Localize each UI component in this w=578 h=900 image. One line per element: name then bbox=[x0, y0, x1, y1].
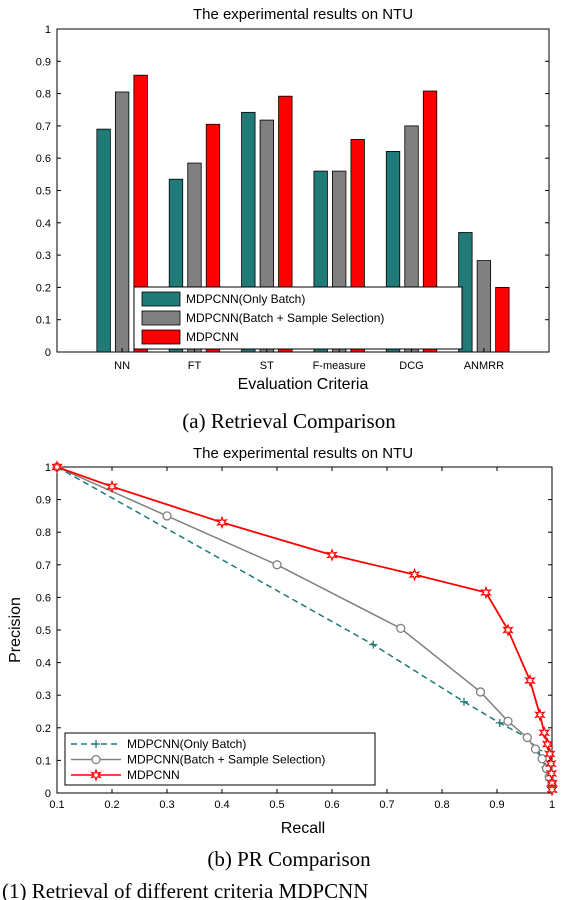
pr-x-tick-label: 0.6 bbox=[324, 799, 339, 811]
pr-y-tick-label: 0.5 bbox=[36, 625, 51, 637]
pr-legend-label: MDPCNN(Batch + Sample Selection) bbox=[127, 753, 325, 767]
pr-point-hexagram bbox=[502, 623, 514, 637]
bar-y-tick-label: 0 bbox=[45, 347, 51, 359]
bar-y-tick-label: 0.1 bbox=[36, 315, 51, 327]
pr-point-hexagram bbox=[534, 708, 546, 722]
pr-y-tick-label: 0.9 bbox=[36, 495, 51, 507]
pr-y-tick-label: 0.2 bbox=[36, 723, 51, 735]
pr-x-tick-label: 0.2 bbox=[104, 799, 119, 811]
pr-point-hexagram bbox=[546, 783, 558, 797]
pr-point-circle bbox=[162, 511, 172, 521]
pr-point-hexagram bbox=[543, 747, 556, 761]
bar-y-tick-label: 1 bbox=[45, 24, 51, 36]
pr-point-plus bbox=[460, 697, 468, 706]
bar-y-tick-label: 0.7 bbox=[36, 121, 51, 133]
bar-x-tick-label: ANMRR bbox=[464, 360, 504, 372]
bar-y-ticks: 0 0.1 0.2 0.3 0.4 0.5 0.6 0.7 0.8 0.9 1 bbox=[36, 24, 549, 359]
pr-point-circle bbox=[475, 687, 486, 697]
pr-point-hexagram bbox=[216, 515, 228, 530]
pr-y-tick-label: 0.7 bbox=[36, 560, 51, 572]
bar-legend-label: MDPCNN(Only Batch) bbox=[186, 292, 305, 306]
bar bbox=[96, 128, 111, 353]
bar-x-tick-label: DCG bbox=[399, 360, 423, 372]
pr-point-hexagram bbox=[538, 725, 551, 740]
bar-x-axis-label: Evaluation Criteria bbox=[238, 376, 369, 393]
bar-y-tick-label: 0.9 bbox=[36, 56, 51, 68]
bar-y-tick-label: 0.8 bbox=[36, 89, 51, 101]
pr-x-axis-label: Recall bbox=[281, 820, 325, 837]
pr-point-plus bbox=[92, 740, 100, 748]
pr-point-plus bbox=[495, 718, 504, 727]
pr-y-tick-label: 0.1 bbox=[36, 755, 51, 767]
bar-x-tick-label: ST bbox=[260, 360, 274, 372]
bar-y-tick-label: 0.5 bbox=[36, 186, 51, 198]
pr-x-tick-label: 0.7 bbox=[379, 799, 394, 811]
caption-bottom: (1) Retrieval of different criteria MDPC… bbox=[2, 879, 368, 900]
bar-legend-box bbox=[133, 286, 463, 350]
pr-x-tick-label: 0.3 bbox=[159, 799, 174, 811]
pr-x-tick-label: 1 bbox=[549, 799, 555, 811]
pr-y-tick-label: 0.8 bbox=[36, 527, 51, 539]
caption-a: (a) Retrieval Comparison bbox=[182, 409, 396, 433]
bar-legend-swatch bbox=[141, 291, 181, 307]
bar bbox=[495, 286, 510, 353]
bar-legend-label: MDPCNN bbox=[186, 330, 239, 344]
pr-chart-title: The experimental results on NTU bbox=[193, 445, 413, 462]
bar-chart: The experimental results on NTU 00.10.20… bbox=[36, 6, 550, 393]
pr-point-hexagram bbox=[90, 768, 102, 782]
bar-x-ticks: NN FT ST F-measure DCG ANMRR bbox=[114, 348, 504, 372]
pr-point-hexagram bbox=[326, 548, 338, 562]
pr-y-tick-label: 0.6 bbox=[36, 592, 51, 604]
pr-legend-label: MDPCNN(Only Batch) bbox=[127, 737, 246, 751]
pr-point-circle bbox=[91, 754, 101, 765]
pr-point-circle bbox=[522, 732, 532, 743]
pr-point-circle bbox=[272, 560, 282, 570]
bar-x-tick-label: F-measure bbox=[313, 360, 366, 372]
pr-y-axis-label: Precision bbox=[7, 597, 24, 663]
bar-legend-swatch bbox=[141, 310, 181, 326]
pr-point-hexagram bbox=[106, 479, 118, 494]
pr-y-tick-label: 0.4 bbox=[36, 658, 51, 670]
pr-point-circle bbox=[396, 623, 406, 634]
pr-legend-label: MDPCNN bbox=[127, 768, 180, 782]
pr-x-ticks: 0.1 0.2 0.3 0.4 0.5 0.6 0.7 0.8 0.9 1 bbox=[49, 467, 555, 811]
pr-series-group bbox=[51, 460, 558, 797]
pr-x-tick-label: 0.4 bbox=[214, 799, 229, 811]
pr-x-tick-label: 0.9 bbox=[489, 799, 504, 811]
caption-b: (b) PR Comparison bbox=[207, 847, 371, 871]
pr-point-hexagram bbox=[408, 567, 421, 582]
bar-legend-swatch bbox=[141, 329, 181, 345]
bar-y-tick-label: 0.3 bbox=[36, 250, 51, 262]
pr-point-plus bbox=[369, 640, 378, 649]
pr-point-circle bbox=[503, 716, 513, 726]
pr-point-hexagram bbox=[541, 737, 554, 751]
bar-legend-label: MDPCNN(Batch + Sample Selection) bbox=[186, 311, 384, 325]
pr-x-tick-label: 0.8 bbox=[434, 799, 449, 811]
bar-x-tick-label: NN bbox=[114, 360, 130, 372]
pr-point-hexagram bbox=[51, 460, 63, 474]
pr-x-tick-label: 0.5 bbox=[269, 799, 284, 811]
pr-point-circle bbox=[530, 744, 541, 754]
pr-y-tick-label: 1 bbox=[45, 462, 51, 474]
bar bbox=[133, 74, 148, 353]
bar-y-tick-label: 0.2 bbox=[36, 282, 51, 294]
pr-chart: The experimental results on NTU 00.10.20… bbox=[7, 445, 558, 837]
bar bbox=[114, 91, 130, 353]
bar-legend: MDPCNN(Only Batch) MDPCNN(Batch + Sample … bbox=[133, 286, 463, 350]
bar bbox=[476, 260, 492, 353]
pr-point-hexagram bbox=[480, 585, 492, 600]
pr-x-tick-label: 0.1 bbox=[49, 799, 64, 811]
bar-y-tick-label: 0.6 bbox=[36, 153, 51, 165]
pr-point-circle bbox=[537, 754, 547, 764]
pr-legend: MDPCNN(Only Batch) MDPCNN(Batch + Sample … bbox=[64, 732, 376, 786]
bar-x-tick-label: FT bbox=[188, 360, 202, 372]
pr-y-ticks: 0 0.1 0.2 0.3 0.4 0.5 0.6 0.7 0.8 0.9 1 bbox=[36, 462, 552, 800]
bar-y-tick-label: 0.4 bbox=[36, 218, 51, 230]
pr-y-tick-label: 0.3 bbox=[36, 690, 51, 702]
bar-chart-title: The experimental results on NTU bbox=[193, 6, 413, 23]
pr-point-hexagram bbox=[524, 673, 536, 688]
pr-y-tick-label: 0 bbox=[45, 788, 51, 800]
